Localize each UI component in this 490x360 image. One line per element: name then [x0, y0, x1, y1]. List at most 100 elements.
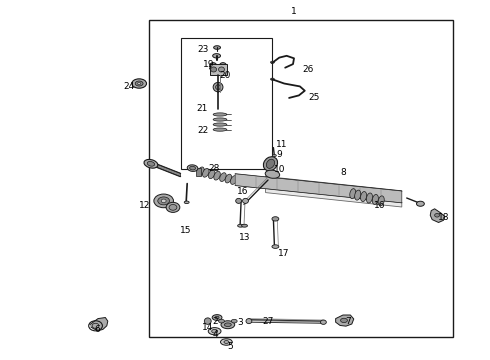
Bar: [149, 20, 453, 337]
Ellipse shape: [361, 192, 367, 202]
Text: 8: 8: [340, 168, 346, 177]
Ellipse shape: [210, 66, 226, 71]
Ellipse shape: [132, 79, 147, 88]
Ellipse shape: [219, 67, 224, 72]
Ellipse shape: [197, 167, 204, 176]
Ellipse shape: [166, 202, 180, 212]
Text: 27: 27: [263, 317, 274, 325]
Ellipse shape: [272, 217, 279, 221]
Ellipse shape: [190, 166, 196, 170]
Polygon shape: [90, 318, 108, 330]
Text: 12: 12: [139, 201, 150, 210]
Ellipse shape: [320, 320, 326, 324]
Ellipse shape: [213, 113, 227, 116]
Ellipse shape: [213, 54, 220, 58]
Ellipse shape: [210, 63, 217, 68]
Text: 14: 14: [201, 323, 213, 332]
Ellipse shape: [184, 201, 189, 204]
Ellipse shape: [158, 197, 170, 205]
Ellipse shape: [341, 318, 347, 323]
Ellipse shape: [214, 171, 220, 180]
Ellipse shape: [224, 323, 231, 327]
Ellipse shape: [208, 170, 215, 179]
Text: 10: 10: [273, 166, 285, 175]
Ellipse shape: [236, 198, 242, 203]
Text: 28: 28: [208, 164, 220, 173]
Ellipse shape: [213, 123, 227, 126]
Ellipse shape: [220, 339, 232, 345]
Ellipse shape: [211, 67, 217, 72]
Text: 17: 17: [277, 249, 289, 258]
Bar: [181, 38, 272, 169]
Polygon shape: [235, 174, 402, 203]
Ellipse shape: [270, 61, 274, 63]
Text: 3: 3: [237, 318, 243, 327]
Ellipse shape: [135, 81, 143, 86]
Ellipse shape: [230, 176, 237, 184]
Text: 1: 1: [291, 7, 297, 16]
Ellipse shape: [372, 194, 378, 204]
Ellipse shape: [435, 213, 440, 217]
Ellipse shape: [202, 168, 209, 177]
Text: 6: 6: [94, 325, 100, 334]
Ellipse shape: [144, 159, 158, 168]
Ellipse shape: [213, 118, 227, 121]
Ellipse shape: [161, 199, 166, 203]
Polygon shape: [266, 176, 402, 207]
Text: 21: 21: [196, 104, 208, 113]
Ellipse shape: [242, 224, 247, 227]
Polygon shape: [430, 209, 445, 222]
Text: 22: 22: [198, 126, 209, 135]
Ellipse shape: [213, 128, 227, 131]
Ellipse shape: [272, 245, 279, 248]
Ellipse shape: [208, 328, 221, 335]
Ellipse shape: [367, 193, 372, 203]
Text: 16: 16: [237, 187, 249, 196]
Ellipse shape: [355, 190, 361, 200]
Ellipse shape: [220, 63, 226, 68]
Ellipse shape: [138, 82, 141, 85]
Ellipse shape: [272, 154, 276, 157]
Ellipse shape: [219, 319, 224, 323]
Ellipse shape: [204, 318, 211, 324]
Ellipse shape: [147, 161, 155, 166]
Ellipse shape: [220, 173, 226, 181]
Text: 11: 11: [276, 140, 288, 149]
Ellipse shape: [238, 224, 244, 227]
Text: 13: 13: [239, 233, 251, 242]
Ellipse shape: [243, 198, 248, 203]
Text: 24: 24: [123, 82, 134, 91]
Text: 2: 2: [213, 317, 219, 325]
Ellipse shape: [378, 196, 384, 206]
Ellipse shape: [212, 329, 218, 333]
Text: 23: 23: [197, 45, 209, 54]
Ellipse shape: [267, 159, 274, 168]
Text: 4: 4: [213, 330, 219, 338]
Ellipse shape: [265, 170, 280, 178]
Ellipse shape: [264, 157, 277, 171]
Bar: [210, 64, 227, 75]
Ellipse shape: [416, 201, 424, 206]
Text: 26: 26: [302, 65, 314, 74]
Polygon shape: [153, 163, 180, 176]
Ellipse shape: [246, 319, 252, 324]
Text: 20: 20: [220, 71, 231, 80]
Ellipse shape: [214, 46, 220, 49]
Ellipse shape: [231, 319, 237, 323]
Text: 16: 16: [374, 202, 386, 210]
Ellipse shape: [212, 315, 222, 320]
Ellipse shape: [224, 341, 229, 343]
Ellipse shape: [221, 321, 235, 329]
Ellipse shape: [216, 85, 220, 90]
Text: 25: 25: [308, 93, 319, 102]
Text: 19: 19: [203, 60, 215, 69]
Ellipse shape: [213, 82, 223, 92]
Text: 18: 18: [438, 213, 449, 222]
Text: 7: 7: [345, 317, 351, 325]
Bar: [196, 168, 201, 176]
Ellipse shape: [350, 189, 356, 199]
Text: 9: 9: [276, 150, 282, 159]
Ellipse shape: [215, 316, 219, 319]
Text: 15: 15: [179, 226, 191, 235]
Polygon shape: [336, 315, 354, 326]
